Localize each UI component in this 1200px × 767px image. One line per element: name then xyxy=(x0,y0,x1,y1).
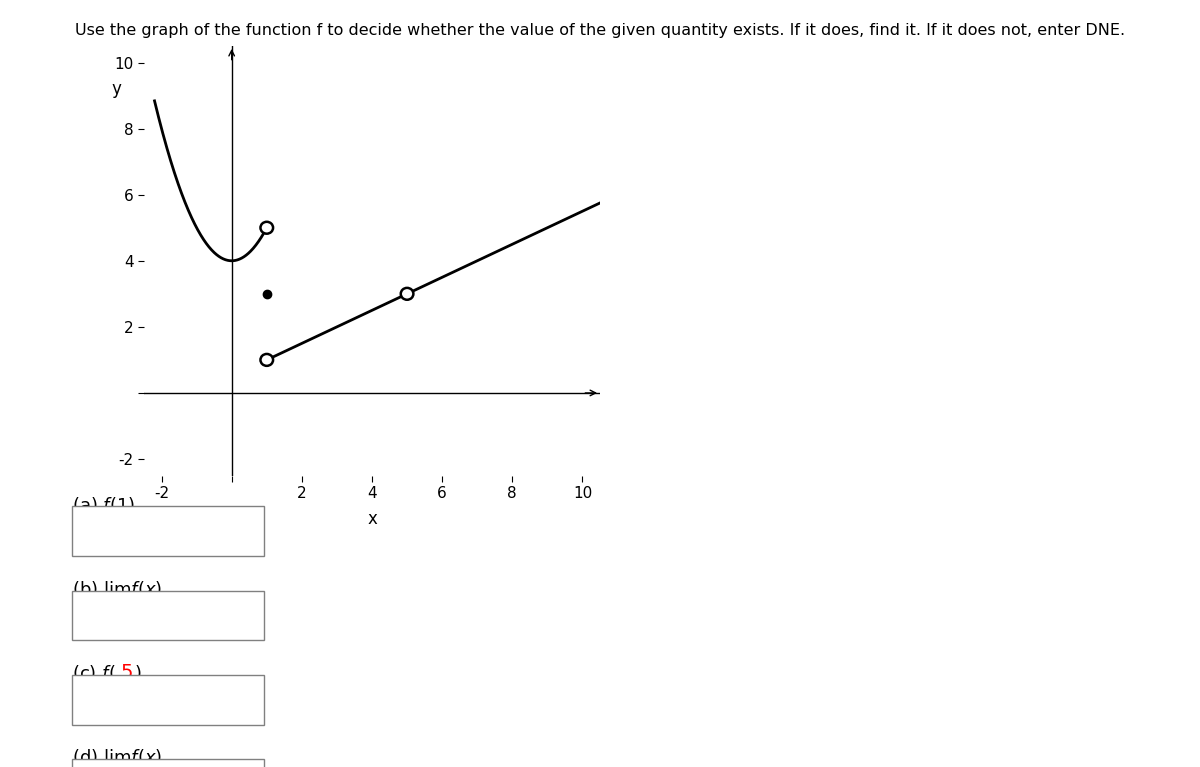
Text: $)$: $)$ xyxy=(134,663,142,683)
Text: Use the graph of the function f to decide whether the value of the given quantit: Use the graph of the function f to decid… xyxy=(74,23,1126,38)
Circle shape xyxy=(260,354,274,366)
Text: (a) $f(1)$: (a) $f(1)$ xyxy=(72,495,136,515)
Text: (c) $f($: (c) $f($ xyxy=(72,663,115,683)
Y-axis label: y: y xyxy=(112,80,121,97)
Circle shape xyxy=(401,288,413,300)
Text: $5$: $5$ xyxy=(120,663,133,683)
X-axis label: x: x xyxy=(367,510,377,528)
Circle shape xyxy=(260,222,274,234)
Text: (d) $\lim_{x \to 5} f(x)$: (d) $\lim_{x \to 5} f(x)$ xyxy=(72,748,162,767)
Text: (b) $\lim_{x \to 1} f(x)$: (b) $\lim_{x \to 1} f(x)$ xyxy=(72,579,162,610)
